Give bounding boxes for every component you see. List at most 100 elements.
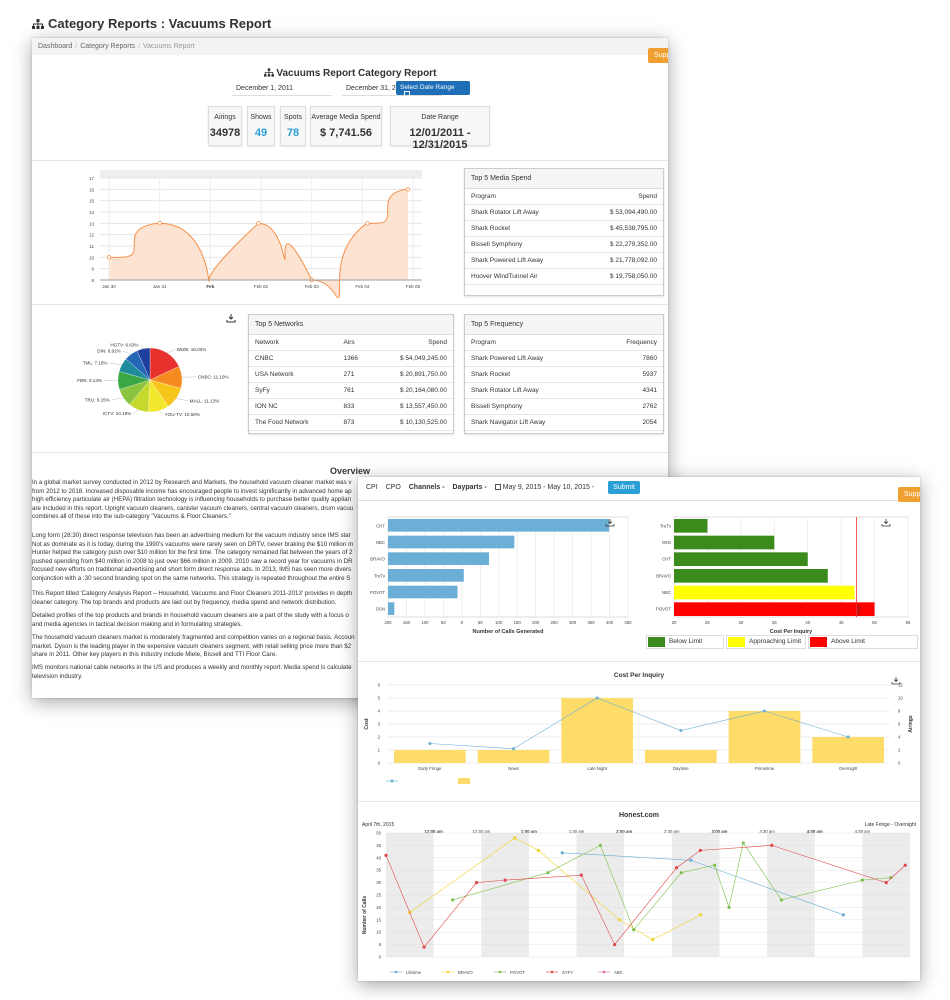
select-date-range-button[interactable]: Select Date Range <box>396 81 470 97</box>
y-right-tick-label: 2 <box>898 748 901 753</box>
col-frequency: Frequency <box>597 335 663 351</box>
text-line: Hunter helped the category push over $10… <box>32 549 353 557</box>
table-row: The Food Network 873 $ 10,130,525.00 <box>249 414 453 431</box>
download-icon[interactable] <box>881 519 891 527</box>
breadcrumb-dashboard[interactable]: Dashboard <box>38 43 73 50</box>
cpo-tab[interactable]: CPO <box>385 484 401 491</box>
data-point <box>546 871 550 875</box>
y-tick-label: 20 <box>376 905 381 910</box>
legend-label: ABC <box>614 970 623 975</box>
col-program: Program <box>465 189 582 205</box>
breadcrumb-category-reports[interactable]: Category Reports <box>80 43 136 50</box>
x-tick-label: 400 <box>606 620 614 625</box>
table-row: Shark Powered Lift Away $ 21,778,092.00 <box>465 252 663 269</box>
y-category-label: OSN <box>376 607 385 612</box>
dayparts-dropdown[interactable]: Dayparts - <box>452 484 487 491</box>
pie-label: YOU-TV: 10.50% <box>165 412 200 417</box>
target-label: Target <box>857 605 861 615</box>
y-category-label: POVOT <box>656 607 671 612</box>
legend-marker <box>446 970 450 974</box>
top-frequency-table: Program Frequency Shark Powered Lift Away… <box>465 335 663 431</box>
y-tick-label: 10 <box>376 930 381 935</box>
y-tick-label: 10 <box>89 255 95 260</box>
text-line: Detailed profiles of the top products an… <box>32 612 349 619</box>
legend-item: Approaching Limit <box>726 635 806 649</box>
legend-swatch <box>728 637 745 647</box>
cpi-dashboard-window: CPI CPO Channels - Dayparts - May 9, 201… <box>358 477 920 981</box>
download-icon[interactable] <box>891 677 901 685</box>
col-spend: Spend <box>581 189 663 205</box>
end-date-input[interactable]: December 31, 2015 <box>342 82 442 96</box>
date-range-picker[interactable]: May 9, 2015 - May 10, 2015 - <box>494 484 600 491</box>
submit-button[interactable]: Submit <box>608 481 640 494</box>
top-media-spend-card: Top 5 Media Spend Program Spend Shark Rot… <box>464 168 664 296</box>
download-icon[interactable] <box>605 519 615 527</box>
x-tick-label: Feb 03 <box>305 284 320 289</box>
bar <box>388 569 464 582</box>
program-cell: Bissell Symphony <box>465 398 598 415</box>
y-tick-label: 15 <box>89 199 95 204</box>
y-left-tick-label: 3 <box>378 722 381 727</box>
x-tick-label: 200 <box>532 620 540 625</box>
cpi-tab[interactable]: CPI <box>366 484 378 491</box>
stat-date-range: Date Range 12/01/2011 - 12/31/2015 <box>390 106 490 151</box>
area-fill <box>109 189 408 298</box>
pie-leader-line <box>122 350 132 355</box>
airs-cell: 1366 <box>337 350 374 367</box>
x-tick-label: 4:00 am <box>807 829 823 834</box>
bar <box>674 569 828 583</box>
y-tick-label: 11 <box>89 244 94 249</box>
chart-header-bar <box>100 170 422 178</box>
data-point <box>405 187 411 192</box>
legend-label: Below Limit <box>669 638 703 645</box>
data-point <box>598 843 602 847</box>
y-tick-label: 30 <box>376 880 381 885</box>
y-tick-label: 17 <box>89 176 95 181</box>
y-category-label: BRAVO <box>656 573 671 578</box>
x-tick-label: 450 <box>624 620 632 625</box>
pie-label: CNBC: 11.19% <box>198 374 229 379</box>
download-icon[interactable] <box>226 314 236 323</box>
support-button[interactable]: Suppor <box>648 48 668 63</box>
x-tick-label: 3:30 am <box>759 829 775 834</box>
data-point <box>727 905 731 909</box>
network-cell: SyFy <box>249 382 338 399</box>
network-cell: ION NC <box>249 398 338 415</box>
x-tick-label: 3:00 am <box>711 829 727 834</box>
top-networks-table: Network Airs Spend CNBC 1366 $ 54,049,245.00… <box>249 335 453 431</box>
y-category-label: OSN <box>662 540 671 545</box>
data-point <box>536 848 541 852</box>
network-cell: The Food Network <box>249 414 338 431</box>
stat-shows: Shows 49 <box>247 106 275 146</box>
text-line: from 2012 to 2018. Increased disposable … <box>32 487 352 495</box>
x-tick-label: 100 <box>495 620 503 625</box>
data-point <box>860 878 864 882</box>
start-date-input[interactable]: December 1, 2011 <box>232 82 332 96</box>
data-point <box>422 945 426 949</box>
x-tick-label: 50 <box>441 620 446 625</box>
pie-leader-line <box>109 362 122 365</box>
channels-dropdown[interactable]: Channels - <box>408 484 445 491</box>
overview-paragraph-5: The household vacuum cleaners market is … <box>32 634 377 660</box>
stat-spots-value[interactable]: 78 <box>286 127 300 139</box>
x-tick-label: 20 <box>672 620 677 625</box>
frequency-cell: 2054 <box>597 414 663 431</box>
y-right-tick-label: 12 <box>898 683 903 688</box>
pie-label: WIZB: 18.03% <box>177 347 207 352</box>
overview-title: Overview <box>330 466 371 476</box>
breadcrumb: Dashboard / Category Reports / Vacuums Repor… <box>32 38 668 55</box>
data-point <box>474 881 479 885</box>
data-point <box>595 696 599 700</box>
pie-label: ICTV: 10.19% <box>103 411 131 416</box>
data-point <box>763 709 766 713</box>
x-tick-label: 25 <box>705 620 710 625</box>
text-line: pushed spending from $40 million in 2008… <box>32 557 353 565</box>
support-button[interactable]: Suppo <box>898 487 920 502</box>
network-cell: CNBC <box>249 350 338 367</box>
stat-shows-value[interactable]: 49 <box>254 127 268 139</box>
x-tick-label: 50 <box>872 620 877 625</box>
spend-cell: $ 20,164,080.00 <box>373 382 453 399</box>
spend-cell: $ 21,778,092.00 <box>581 252 663 269</box>
data-point <box>674 866 679 870</box>
chart-title: Honest.com <box>619 812 659 819</box>
